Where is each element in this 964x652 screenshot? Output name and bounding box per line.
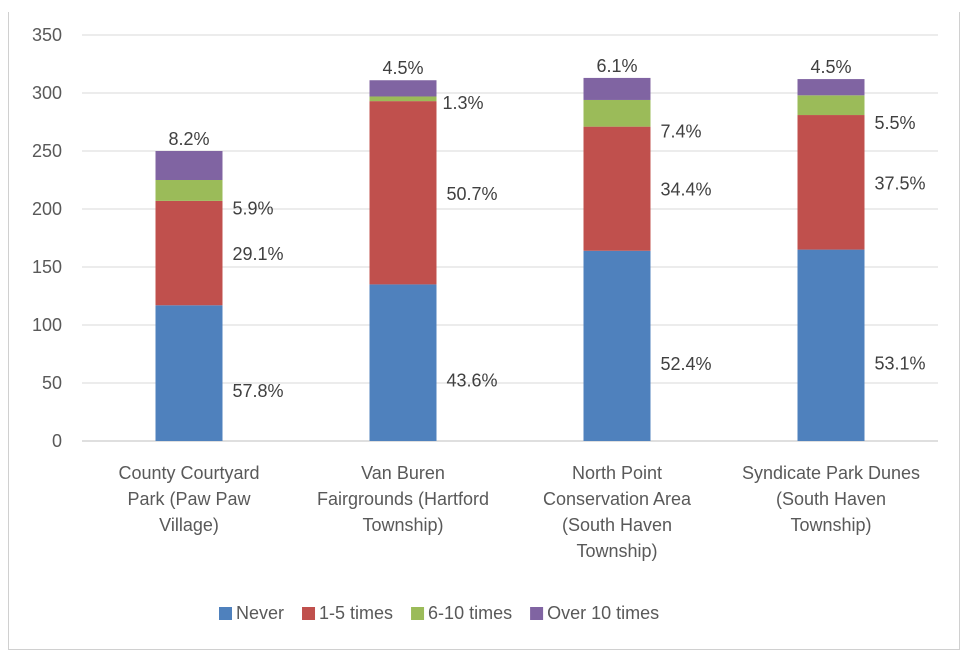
bar-1-5-times (155, 200, 223, 306)
bar-never (583, 250, 651, 441)
bar-6-10-times (797, 95, 865, 116)
data-label: 5.9% (233, 198, 274, 218)
x-category-label: (South Haven (562, 515, 672, 535)
bar-over-10-times (797, 79, 865, 96)
y-axis: 0 50 100 150 200 250 300 350 (32, 25, 62, 451)
x-category-label: Fairgrounds (Hartford (317, 489, 489, 509)
data-label: 52.4% (661, 354, 712, 374)
gridlines (82, 34, 938, 442)
data-label: 5.5% (875, 113, 916, 133)
data-label: 34.4% (661, 180, 712, 200)
y-tick-label: 350 (32, 25, 62, 45)
data-label: 8.2% (168, 129, 209, 149)
bar-1-5-times (583, 126, 651, 251)
legend-swatch (302, 607, 316, 620)
legend-label: 6-10 times (428, 603, 512, 623)
legend-swatch (411, 607, 425, 620)
data-label: 6.1% (596, 56, 637, 76)
x-category-label: Township) (790, 515, 871, 535)
x-axis: County Courtyard Park (Paw Paw Village) Van… (118, 463, 920, 561)
x-category-label: Park (Paw Paw (127, 489, 251, 509)
data-label: 29.1% (233, 244, 284, 264)
y-tick-label: 50 (42, 373, 62, 393)
legend-label: 1-5 times (319, 603, 393, 623)
data-label: 1.3% (443, 93, 484, 113)
x-category-label: Village) (159, 515, 219, 535)
bar-6-10-times (155, 180, 223, 201)
legend-label: Never (236, 603, 284, 623)
bar-never (797, 249, 865, 441)
legend-swatch (530, 607, 544, 620)
bar-6-10-times (583, 99, 651, 127)
x-category-label: Van Buren (361, 463, 445, 483)
bar-1-5-times (369, 101, 437, 285)
y-tick-label: 150 (32, 257, 62, 277)
y-tick-label: 250 (32, 141, 62, 161)
x-category-label: Conservation Area (543, 489, 692, 509)
y-tick-label: 100 (32, 315, 62, 335)
bar-over-10-times (155, 151, 223, 180)
data-label: 57.8% (233, 381, 284, 401)
data-label: 7.4% (661, 121, 702, 141)
x-category-label: Township) (576, 541, 657, 561)
x-category-label: (South Haven (776, 489, 886, 509)
bar-1-5-times (797, 115, 865, 250)
legend: Never 1-5 times 6-10 times Over 10 times (219, 603, 659, 623)
bar-6-10-times (369, 96, 437, 102)
data-label: 53.1% (875, 353, 926, 373)
legend-label: Over 10 times (547, 603, 659, 623)
data-label: 4.5% (382, 58, 423, 78)
y-tick-label: 200 (32, 199, 62, 219)
x-category-label: North Point (572, 463, 662, 483)
x-category-label: County Courtyard (118, 463, 259, 483)
bar-over-10-times (583, 77, 651, 100)
chart-frame (8, 0, 960, 650)
y-tick-label: 300 (32, 83, 62, 103)
bar-never (155, 305, 223, 441)
bar-never (369, 284, 437, 441)
data-label: 4.5% (810, 57, 851, 77)
chart-title-area (0, 0, 964, 12)
legend-swatch (219, 607, 232, 620)
x-category-label: Syndicate Park Dunes (742, 463, 920, 483)
bar-over-10-times (369, 80, 437, 97)
bars (155, 77, 865, 441)
y-tick-label: 0 (52, 431, 62, 451)
data-label: 43.6% (447, 371, 498, 391)
x-category-label: Township) (362, 515, 443, 535)
data-label: 37.5% (875, 173, 926, 193)
data-labels: 57.8% 29.1% 5.9% 8.2% 43.6% 50.7% 1.3% 4.5% 52.4… (168, 56, 925, 401)
data-label: 50.7% (447, 184, 498, 204)
